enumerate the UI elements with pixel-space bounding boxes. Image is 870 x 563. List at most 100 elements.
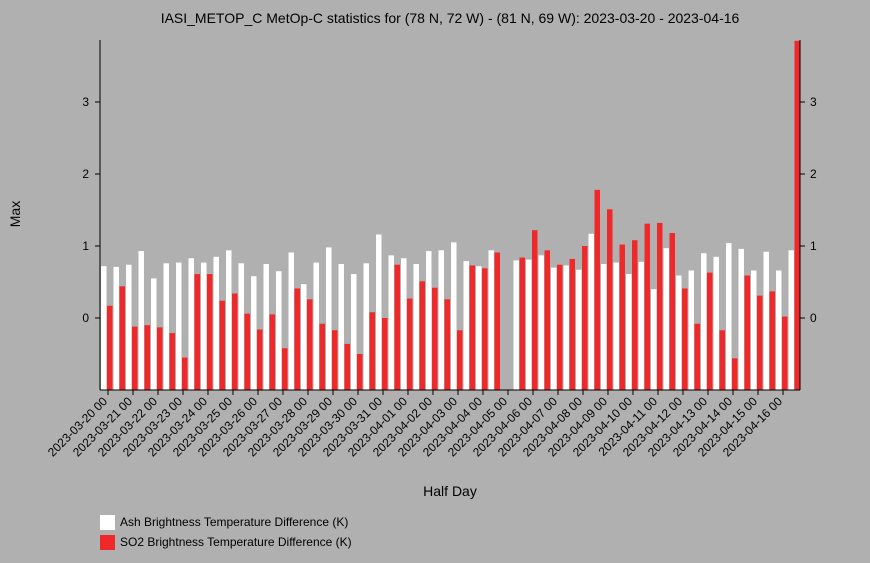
bar-so2-8 [207,274,213,390]
legend-item-so2: SO2 Brightness Temperature Difference (K… [100,532,352,552]
bar-ash-42 [626,274,632,390]
bar-so2-3 [144,325,150,390]
bar-so2-43 [644,223,650,390]
bar-so2-30 [482,268,488,390]
x-axis-label: Half Day [423,483,477,499]
bar-so2-23 [394,264,400,390]
bar-ash-50 [726,243,732,390]
bar-ash-35 [538,255,544,390]
bar-so2-10 [232,293,238,390]
y-tick-label-left-2: 2 [82,167,89,181]
bar-ash-14 [276,271,282,390]
bar-ash-51 [738,248,744,390]
bar-so2-6 [182,357,188,390]
bar-so2-1 [119,286,125,390]
bar-ash-6 [176,262,182,390]
bar-so2-50 [732,358,738,390]
bar-ash-41 [613,262,619,390]
bar-ash-27 [438,250,444,390]
bar-ash-1 [113,266,119,390]
bar-ash-29 [463,261,469,390]
bar-ash-21 [363,263,369,390]
bar-ash-10 [226,250,232,390]
bar-so2-27 [444,299,450,390]
bar-so2-38 [582,246,588,390]
bar-so2-12 [257,329,263,390]
bar-ash-16 [301,284,307,390]
bar-so2-18 [332,330,338,390]
bar-so2-52 [757,295,763,390]
bar-so2-17 [319,323,325,390]
bar-so2-37 [569,258,575,390]
bar-ash-12 [251,276,257,390]
bar-so2-39 [594,189,600,390]
bar-ash-23 [388,255,394,390]
bar-ash-33 [513,260,519,390]
y-tick-label-left-3: 3 [82,95,89,109]
legend: Ash Brightness Temperature Difference (K… [100,512,352,552]
bar-ash-55 [788,250,794,390]
bar-so2-31 [494,252,500,390]
chart-title: IASI_METOP_C MetOp-C statistics for (78 … [161,10,740,26]
bar-ash-39 [588,233,594,390]
bar-so2-44 [657,222,663,390]
bar-so2-14 [282,348,288,390]
bar-ash-20 [351,274,357,390]
bar-ash-22 [376,234,382,390]
bar-so2-19 [344,343,350,390]
bar-so2-7 [194,274,200,390]
bar-ash-36 [551,267,557,390]
legend-swatch-so2 [100,534,115,550]
bar-so2-13 [269,314,275,390]
bar-so2-48 [707,272,713,390]
bar-so2-21 [369,312,375,390]
bar-ash-5 [163,263,169,390]
bar-so2-28 [457,330,463,390]
bar-so2-4 [157,327,163,390]
bar-so2-5 [169,333,175,390]
bar-so2-35 [544,250,550,390]
bar-ash-24 [401,258,407,390]
bar-ash-3 [138,251,144,390]
bar-ash-37 [563,265,569,390]
bar-ash-8 [201,262,207,390]
bar-so2-42 [632,240,638,390]
bar-so2-11 [244,313,250,390]
bar-so2-47 [694,323,700,390]
bar-ash-30 [476,266,482,390]
bar-ash-4 [151,278,157,390]
bar-so2-41 [619,244,625,390]
bar-ash-2 [126,264,132,390]
y-tick-label-right-1: 1 [810,239,817,253]
legend-label-ash: Ash Brightness Temperature Difference (K… [120,515,349,529]
bar-so2-16 [307,299,313,390]
bar-so2-55 [794,40,800,391]
bar-ash-45 [663,248,669,390]
bar-ash-46 [676,275,682,390]
bar-so2-0 [107,305,113,390]
bar-ash-48 [701,253,707,390]
y-tick-label-left-0: 0 [82,311,89,325]
bar-ash-18 [326,247,332,390]
bar-so2-46 [682,288,688,390]
bar-so2-20 [357,354,363,390]
bar-so2-33 [519,257,525,390]
bar-ash-47 [688,270,694,390]
legend-swatch-ash [100,514,115,530]
bar-ash-11 [238,263,244,390]
y-tick-label-left-1: 1 [82,239,89,253]
bar-ash-34 [526,259,532,390]
bar-so2-53 [769,291,775,390]
bar-ash-28 [451,242,457,390]
legend-label-so2: SO2 Brightness Temperature Difference (K… [120,535,352,549]
bar-ash-31 [488,250,494,390]
bar-so2-34 [532,230,538,390]
y-tick-label-right-0: 0 [810,311,817,325]
bar-ash-0 [101,266,107,390]
bar-so2-49 [719,330,725,390]
bar-so2-9 [219,300,225,390]
legend-item-ash: Ash Brightness Temperature Difference (K… [100,512,352,532]
bar-ash-40 [601,264,607,390]
